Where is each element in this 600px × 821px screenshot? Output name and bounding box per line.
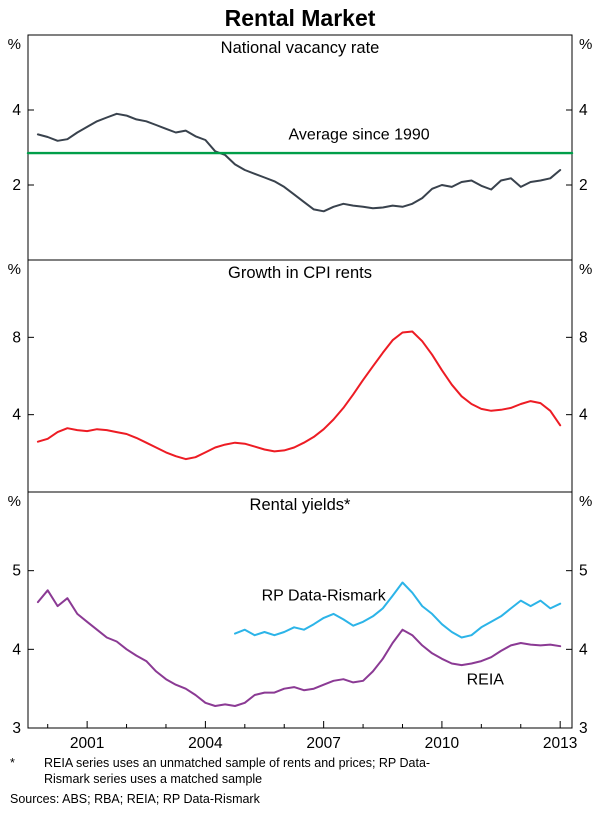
footnote-asterisk-row: * REIA series uses an unmatched sample o…	[10, 755, 588, 788]
footnotes: * REIA series uses an unmatched sample o…	[0, 755, 600, 808]
x-tick-label: 2004	[188, 735, 223, 751]
y-tick-label-right: 5	[579, 562, 588, 579]
panel-3-unit-left: %	[8, 493, 21, 510]
footnote-text: REIA series uses an unmatched sample of …	[44, 755, 588, 788]
panel-3-border	[27, 491, 573, 729]
chart-title: Rental Market	[224, 5, 376, 31]
x-tick-label: 2013	[543, 735, 577, 751]
x-tick-label: 2010	[425, 735, 460, 751]
y-tick-label-left: 8	[12, 329, 21, 346]
y-tick-label-right: 8	[579, 329, 588, 346]
rental-market-chart: National vacancy rate% % 2 2 4 4 Average since…	[8, 34, 592, 751]
growth-in-cpi-rents-line	[36, 330, 562, 460]
y-tick-label-left: 4	[12, 641, 21, 658]
reia-line	[36, 588, 562, 707]
panel-3-unit-right: %	[579, 493, 592, 510]
panel-2-title: Growth in CPI rents	[228, 264, 372, 282]
footnote-marker: *	[10, 755, 15, 770]
annotation-average-since-1990: Average since 1990	[289, 126, 430, 143]
y-tick-label-left: 3	[12, 720, 21, 737]
panel-3-title: Rental yields*	[250, 496, 351, 514]
footnote-line-1: REIA series uses an unmatched sample of …	[44, 755, 431, 770]
panel-2-border	[27, 259, 573, 493]
sources-line: Sources: ABS; RBA; REIA; RP Data-Rismark	[10, 791, 260, 806]
y-tick-label-left: 4	[12, 406, 21, 423]
panel-1-unit-left: %	[8, 36, 21, 53]
panel-2-unit-right: %	[579, 261, 592, 278]
y-tick-label-right: 2	[579, 177, 588, 194]
annotation-reia: REIA	[467, 671, 505, 688]
footnote-line-2: Rismark series uses a matched sample	[44, 772, 263, 787]
panel-1-border	[27, 34, 573, 261]
y-tick-label-right: 4	[579, 406, 588, 423]
rp-data-rismark-line	[234, 581, 562, 639]
y-tick-label-left: 5	[12, 562, 21, 579]
panel-1-unit-right: %	[579, 36, 592, 53]
y-tick-label-left: 2	[12, 177, 21, 194]
national-vacancy-rate-line	[36, 112, 562, 212]
x-tick-label: 2001	[70, 735, 104, 751]
panel-1-title: National vacancy rate	[221, 39, 380, 57]
y-tick-label-left: 4	[12, 102, 21, 119]
panel-2-unit-left: %	[8, 261, 21, 278]
annotation-rp-data-rismark: RP Data-Rismark	[262, 587, 387, 604]
y-tick-label-right: 3	[579, 720, 588, 737]
x-tick-label: 2007	[306, 735, 340, 751]
y-tick-label-right: 4	[579, 102, 588, 119]
y-tick-label-right: 4	[579, 641, 588, 658]
